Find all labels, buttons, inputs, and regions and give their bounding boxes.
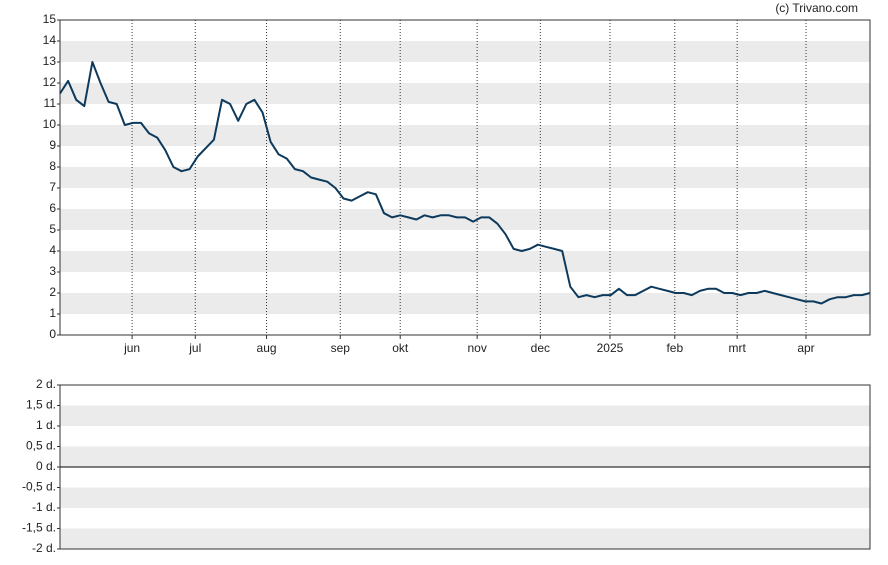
- y-tick-label: -1,5 d.: [22, 521, 56, 535]
- y-tick-label: 3: [49, 264, 56, 278]
- grid-band: [60, 405, 870, 426]
- y-tick-label: 11: [44, 96, 57, 110]
- y-tick-label: 0 d.: [36, 459, 56, 473]
- y-tick-label: 10: [43, 117, 57, 131]
- x-tick-label: jun: [123, 341, 140, 355]
- x-tick-label: aug: [257, 341, 277, 355]
- grid-band: [60, 487, 870, 508]
- grid-band: [60, 446, 870, 467]
- x-tick-label: mrt: [728, 341, 746, 355]
- credit: (c) Trivano.com: [775, 1, 858, 15]
- grid-band: [60, 209, 870, 230]
- x-tick-label: okt: [392, 341, 409, 355]
- y-tick-label: 1,5 d.: [26, 398, 56, 412]
- y-tick-label: 2: [49, 285, 56, 299]
- x-tick-label: 2025: [597, 341, 624, 355]
- x-tick-label: feb: [666, 341, 683, 355]
- x-tick-label: nov: [467, 341, 486, 355]
- grid-band: [60, 251, 870, 272]
- x-tick-label: apr: [797, 341, 814, 355]
- y-tick-label: 0: [49, 327, 56, 341]
- y-tick-label: 5: [49, 222, 56, 236]
- y-tick-label: -1 d.: [32, 500, 56, 514]
- y-tick-label: -2 d.: [32, 541, 56, 555]
- x-tick-label: dec: [531, 341, 550, 355]
- plot-frame: [59, 19, 871, 336]
- grid-band: [60, 125, 870, 146]
- grid-band: [60, 293, 870, 314]
- y-tick-label: 14: [43, 33, 57, 47]
- y-tick-label: 7: [49, 180, 56, 194]
- x-tick-label: sep: [331, 341, 351, 355]
- y-tick-label: 8: [49, 159, 56, 173]
- y-tick-label: 1: [49, 306, 56, 320]
- grid-band: [60, 83, 870, 104]
- y-tick-label: 1 d.: [36, 418, 56, 432]
- y-tick-label: 13: [43, 54, 57, 68]
- grid-band: [60, 41, 870, 62]
- y-tick-label: -0,5 d.: [22, 480, 56, 494]
- y-tick-label: 4: [49, 243, 56, 257]
- price-line: [59, 61, 871, 305]
- y-tick-label: 0,5 d.: [26, 439, 56, 453]
- grid-band: [60, 528, 870, 549]
- x-tick-label: jul: [188, 341, 201, 355]
- y-tick-label: 6: [49, 201, 56, 215]
- plot-frame: [59, 384, 871, 550]
- y-tick-label: 15: [43, 12, 57, 26]
- grid-band: [60, 167, 870, 188]
- y-tick-label: 12: [43, 75, 57, 89]
- y-tick-label: 9: [49, 138, 56, 152]
- y-tick-label: 2 d.: [36, 377, 56, 391]
